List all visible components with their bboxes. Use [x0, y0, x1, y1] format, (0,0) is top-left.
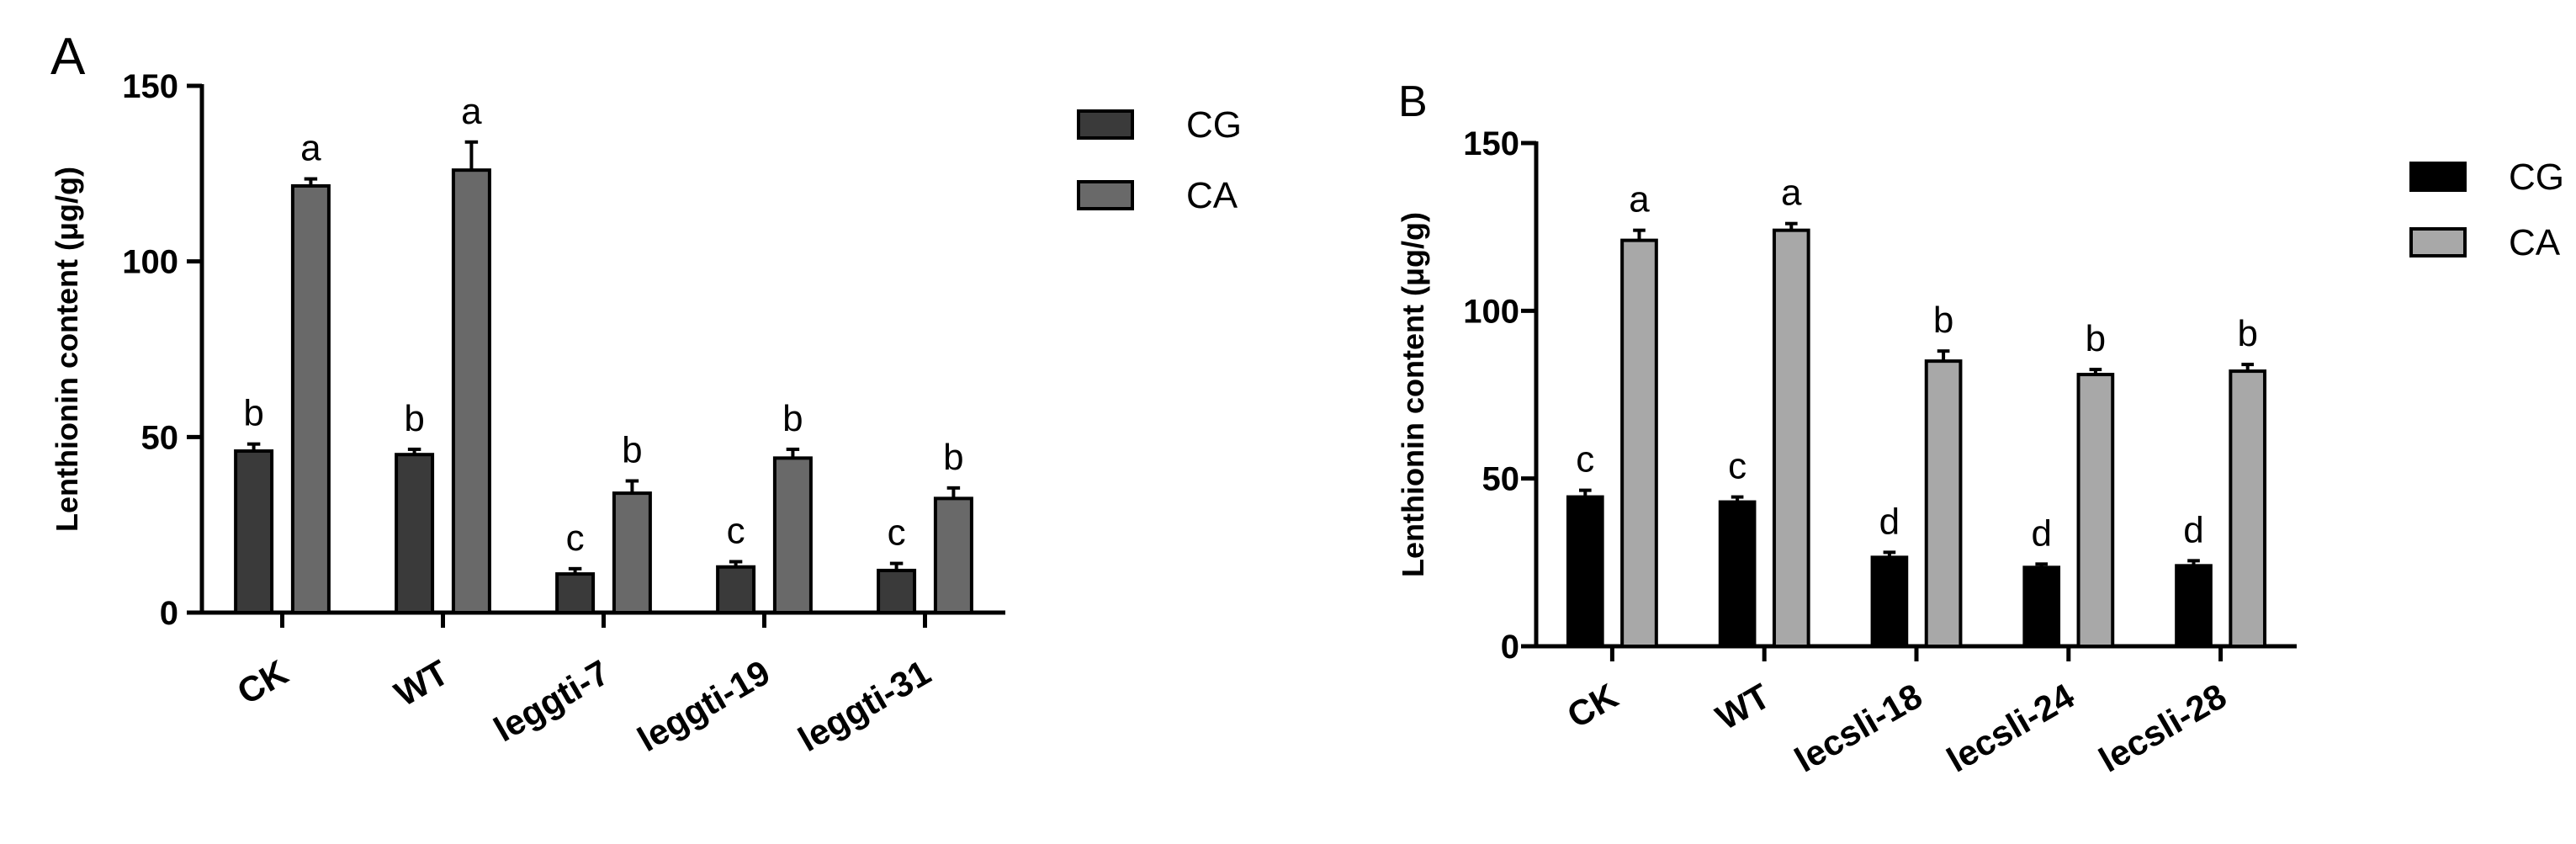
legend-label-ca: CA	[1186, 175, 1238, 216]
significance-letter: c	[727, 510, 745, 551]
y-tick-label: 100	[1463, 293, 1519, 330]
bar-cg	[234, 449, 274, 614]
panel-a: A Lenthionin content (μg/g) 0 50 100 150 CK b a W…	[50, 28, 1242, 759]
significance-letter: b	[243, 393, 263, 434]
y-tick-label: 0	[160, 595, 178, 632]
x-tick-label: leggti-31	[792, 652, 937, 759]
y-axis-label: Lenthionin content (μg/g)	[50, 167, 84, 532]
x-tick-label: lecsli-18	[1788, 676, 1928, 780]
significance-letter: b	[404, 398, 424, 439]
significance-letter: b	[1933, 300, 1953, 341]
x-tick-label: lecsli-28	[2092, 676, 2233, 780]
bar-cg	[2175, 564, 2213, 649]
bar-cg	[555, 572, 596, 614]
y-tick-label: 50	[1482, 461, 1520, 498]
legend-label-cg: CG	[1186, 104, 1242, 146]
bar-cg	[395, 453, 435, 615]
x-tick-label: WT	[1709, 676, 1777, 738]
legend-swatch-cg	[2409, 162, 2467, 192]
significance-letter: a	[461, 91, 482, 132]
x-tick-label: WT	[388, 652, 455, 714]
significance-letter: b	[782, 398, 803, 439]
y-axis-label: Lenthionin content (μg/g)	[1396, 212, 1430, 577]
bar-ca	[2229, 369, 2267, 648]
bar-ca	[1772, 228, 1810, 648]
bar-ca	[772, 456, 813, 615]
legend-label-ca: CA	[2509, 222, 2561, 263]
significance-letter: c	[888, 512, 906, 554]
bar-cg	[1718, 500, 1757, 648]
significance-letter: d	[2031, 512, 2051, 554]
significance-letter: a	[300, 128, 321, 169]
bar-cg	[1870, 555, 1909, 648]
y-tick-label: 150	[122, 68, 178, 105]
panel-b: B Lenthionin content (μg/g) 0 50 100 150 CK c a W…	[1396, 77, 2564, 780]
y-tick-label: 150	[1463, 125, 1519, 162]
panel-label: B	[1398, 77, 1428, 126]
x-tick-label: CK	[1561, 676, 1625, 735]
bar-cg	[716, 565, 756, 614]
legend-label-cg: CG	[2509, 157, 2564, 198]
x-tick-label: CK	[231, 652, 294, 712]
bar-cg	[877, 568, 917, 614]
bar-ca	[933, 496, 973, 614]
legend-swatch-ca	[2409, 227, 2467, 257]
bar-ca	[1620, 238, 1658, 648]
bar-ca	[2076, 373, 2115, 648]
significance-letter: d	[2183, 509, 2203, 550]
bar-cg	[1566, 495, 1604, 648]
legend-swatch-cg	[1077, 109, 1134, 140]
significance-letter: c	[1728, 446, 1746, 487]
significance-letter: a	[1629, 179, 1650, 220]
bar-cg	[2022, 565, 2061, 649]
x-tick-label: lecsli-24	[1940, 676, 2081, 780]
x-tick-label: leggti-7	[487, 652, 616, 749]
x-tick-label: leggti-19	[631, 652, 777, 759]
bar-ca	[1924, 359, 1963, 648]
bar-ca	[451, 168, 491, 615]
y-tick-label: 0	[1501, 629, 1519, 666]
legend-swatch-ca	[1077, 180, 1134, 210]
bar-ca	[290, 183, 331, 614]
panel-label: A	[50, 28, 86, 86]
significance-letter: b	[2237, 313, 2257, 354]
significance-letter: d	[1879, 501, 1900, 542]
significance-letter: b	[622, 430, 642, 471]
bar-ca	[612, 491, 652, 615]
y-tick-label: 100	[122, 244, 178, 281]
y-tick-label: 50	[141, 419, 179, 456]
significance-letter: a	[1781, 173, 1802, 214]
significance-letter: c	[1576, 439, 1594, 480]
significance-letter: b	[2086, 318, 2106, 359]
significance-letter: c	[566, 518, 585, 559]
significance-letter: b	[943, 437, 963, 478]
